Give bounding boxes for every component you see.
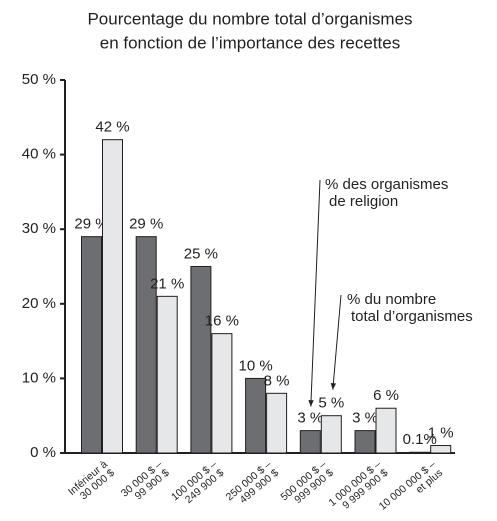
bar <box>430 445 452 454</box>
bar <box>245 377 267 454</box>
y-tick-label: 50 % <box>22 71 56 88</box>
y-tick-label: 40 % <box>22 146 56 163</box>
bar <box>156 295 178 454</box>
y-tick-label: 0 % <box>30 444 56 461</box>
y-tick-label: 30 % <box>22 220 56 237</box>
bar <box>135 236 157 454</box>
value-label: 6 % <box>373 387 399 404</box>
x-tick-label: 500 000 $ –999 900 $ <box>278 458 335 511</box>
x-tick-label: Inférieur à30 000 $ <box>66 458 117 506</box>
value-label: 25 % <box>184 245 218 262</box>
value-label: 42 % <box>95 119 129 136</box>
value-label: 3 % <box>297 410 323 427</box>
value-label: 1 % <box>428 425 454 442</box>
value-label: 3 % <box>352 410 378 427</box>
x-tick-label: 250 000 $ –499 900 $ <box>224 458 281 511</box>
legend-label: % du nombre <box>347 291 436 308</box>
annotation-arrow <box>332 294 342 390</box>
value-label: 0.1% <box>403 431 437 448</box>
x-tick-label: 30 000 $ –99 900 $ <box>119 458 172 508</box>
value-label: 29 % <box>129 216 163 233</box>
bar <box>211 333 233 454</box>
value-label: 5 % <box>318 395 344 412</box>
legend-label: total d’organismes <box>351 308 473 325</box>
bar <box>409 451 431 454</box>
bar <box>354 430 376 454</box>
value-label: 10 % <box>238 357 272 374</box>
x-tick-label: 10 000 000 $ –et plus <box>377 458 446 521</box>
value-label: 29 % <box>74 216 108 233</box>
chart-title: Pourcentage du nombre total d’organismes <box>87 9 412 28</box>
bar <box>375 407 397 454</box>
y-tick-label: 20 % <box>22 295 56 312</box>
y-tick-label: 10 % <box>22 369 56 386</box>
legend-label: % des organismes <box>325 176 448 193</box>
annotation-arrowhead <box>308 400 314 407</box>
bar <box>102 139 123 454</box>
x-tick-label: 100 000 $ –249 900 $ <box>169 458 226 511</box>
annotation-arrow <box>310 179 321 407</box>
value-label: 21 % <box>150 275 184 292</box>
value-label: 8 % <box>264 372 290 389</box>
legend-label: de religion <box>329 193 398 210</box>
bar <box>320 415 342 454</box>
bar <box>299 430 321 454</box>
bar <box>266 392 288 454</box>
bar <box>190 266 212 454</box>
value-label: 16 % <box>205 313 239 330</box>
chart-title: en fonction de l’importance des recettes <box>100 33 401 52</box>
annotation-arrowhead <box>330 383 337 390</box>
bar <box>81 236 102 454</box>
